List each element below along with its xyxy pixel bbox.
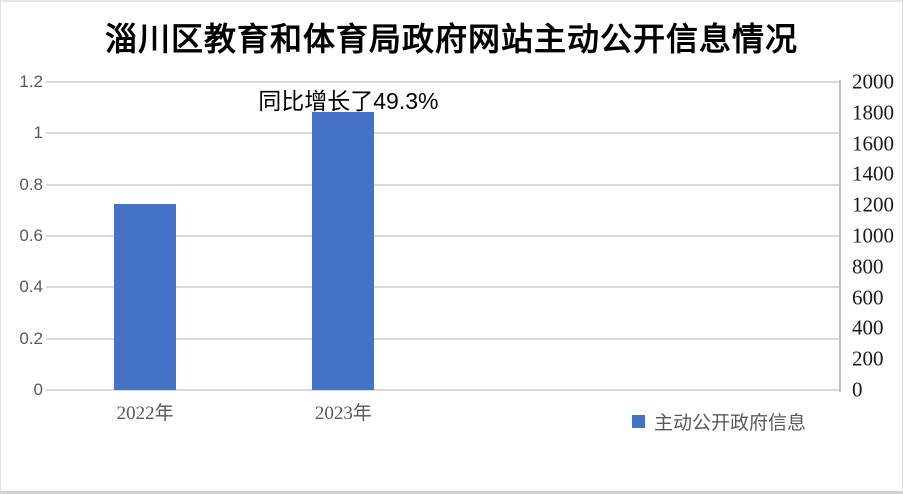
- y-axis-label-right: 400: [852, 315, 884, 340]
- x-axis-label: 2022年: [116, 403, 174, 424]
- gridline: [46, 286, 839, 289]
- y-axis-label-left: 0.8: [19, 174, 43, 194]
- bar-2023年: [312, 112, 375, 390]
- legend: 主动公开政府信息: [632, 408, 806, 435]
- gridline: [46, 81, 839, 83]
- y-axis-label-left: 1: [33, 123, 43, 143]
- y-axis-label-left: 0.6: [19, 226, 43, 245]
- y-axis-label-left: 1.2: [19, 72, 43, 91]
- gridline: [46, 337, 839, 340]
- y-axis-label-right: 0: [852, 377, 863, 402]
- y-axis-label-right: 2000: [852, 69, 894, 94]
- gridline: [46, 389, 839, 391]
- y-axis-label-right: 1800: [852, 100, 894, 125]
- gridline: [46, 183, 839, 186]
- y-axis-label-right: 200: [852, 346, 884, 371]
- y-axis-label-right: 1200: [852, 192, 894, 217]
- x-axis-label: 2023年: [314, 403, 372, 424]
- y-axis-label-right: 600: [852, 285, 884, 310]
- gridline: [46, 132, 839, 135]
- y-axis-label-right: 1600: [852, 131, 894, 156]
- right-axis-line: [839, 80, 841, 392]
- legend-swatch-icon: [632, 415, 645, 428]
- legend-label: 主动公开政府信息: [654, 413, 807, 434]
- y-axis-label-right: 1000: [852, 223, 894, 248]
- y-axis-label-left: 0: [33, 380, 43, 399]
- y-axis-label-right: 800: [852, 254, 884, 279]
- growth-annotation: 同比增长了49.3%: [258, 88, 439, 115]
- bar-2022年: [114, 203, 177, 390]
- chart-title: 淄川区教育和体育局政府网站主动公开信息情况: [104, 21, 798, 57]
- y-axis-label-left: 0.2: [19, 328, 43, 348]
- y-axis-label-right: 1400: [852, 161, 894, 186]
- gridline: [46, 235, 839, 237]
- y-axis-label-left: 0.4: [19, 277, 43, 297]
